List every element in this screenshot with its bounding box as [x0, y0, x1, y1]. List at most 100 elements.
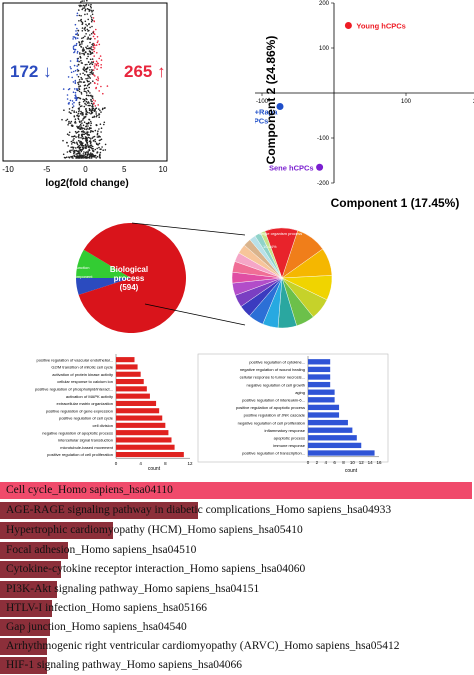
- volcano-point: [74, 120, 77, 123]
- volcano-point: [95, 63, 98, 66]
- volcano-point: [68, 108, 71, 110]
- volcano-point: [92, 80, 94, 82]
- volcano-point: [73, 135, 76, 137]
- volcano-point: [84, 35, 86, 38]
- volcano-point: [75, 153, 77, 155]
- volcano-point: [83, 5, 86, 7]
- volcano-point: [77, 70, 79, 72]
- volcano-point: [80, 126, 82, 129]
- volcano-point: [82, 147, 85, 149]
- volcano-point: [87, 101, 90, 103]
- volcano-point: [91, 73, 94, 75]
- bar: [116, 357, 135, 363]
- volcano-point: [90, 127, 92, 129]
- kegg-pathway-bar: [0, 581, 57, 598]
- volcano-point: [83, 90, 86, 92]
- bar: [308, 366, 331, 373]
- pca-x-tick: -100: [256, 99, 269, 105]
- volcano-point: [99, 139, 102, 141]
- volcano-point: [79, 128, 82, 130]
- volcano-point: [79, 1, 82, 4]
- volcano-point: [92, 109, 94, 112]
- bar-category-label: negative regulation of wound healing: [240, 367, 305, 372]
- volcano-point: [74, 37, 77, 39]
- volcano-point: [78, 133, 80, 136]
- volcano-point: [85, 77, 87, 80]
- kegg-pathway-bar: [0, 600, 52, 617]
- volcano-point: [80, 15, 82, 17]
- bar: [116, 386, 147, 392]
- pca-point: [276, 103, 284, 110]
- volcano-point: [97, 65, 100, 67]
- volcano-point: [98, 128, 100, 130]
- kegg-pathway-label: Arrhythmogenic right ventricular cardiom…: [6, 640, 400, 652]
- volcano-point: [100, 148, 102, 150]
- volcano-point: [91, 105, 93, 108]
- volcano-x-label: log2(fold change): [45, 178, 128, 189]
- volcano-point: [71, 100, 74, 102]
- volcano-point: [89, 155, 91, 158]
- volcano-point: [82, 36, 85, 39]
- volcano-point: [97, 40, 99, 42]
- volcano-point: [87, 75, 90, 77]
- volcano-point: [95, 111, 97, 113]
- volcano-point: [78, 41, 80, 43]
- volcano-point: [66, 94, 69, 96]
- volcano-point: [86, 102, 89, 104]
- volcano-point: [92, 136, 95, 138]
- volcano-point: [92, 31, 94, 34]
- volcano-point: [85, 100, 88, 103]
- volcano-point: [90, 109, 92, 112]
- volcano-point: [76, 12, 79, 15]
- volcano-point: [78, 4, 80, 7]
- volcano-point: [78, 109, 81, 111]
- volcano-point: [73, 88, 76, 90]
- volcano-point: [74, 23, 77, 26]
- volcano-point: [78, 125, 81, 127]
- volcano-point: [90, 72, 93, 74]
- volcano-point: [92, 74, 95, 76]
- bar: [308, 381, 331, 388]
- volcano-point: [85, 94, 88, 97]
- bar: [308, 412, 340, 418]
- volcano-point: [91, 63, 94, 66]
- volcano-point: [88, 86, 90, 89]
- volcano-point: [96, 68, 98, 70]
- kegg-pathway-label: HTLV-I infection_Homo sapiens_hsa05166: [6, 602, 208, 614]
- volcano-point: [79, 141, 82, 143]
- bar-x-tick: 14: [368, 460, 374, 465]
- volcano-point: [76, 146, 79, 149]
- volcano-point: [92, 149, 94, 152]
- bar-category-label: extracellular matrix organization: [57, 401, 113, 406]
- volcano-point: [69, 60, 72, 62]
- pie-cell-label: Cellular component: [58, 274, 93, 279]
- volcano-point: [81, 37, 83, 40]
- volcano-point: [85, 147, 87, 150]
- volcano-point: [93, 135, 96, 138]
- volcano-point: [89, 69, 91, 71]
- volcano-point: [77, 96, 79, 99]
- volcano-point: [82, 98, 84, 101]
- volcano-point: [82, 117, 85, 120]
- volcano-point: [93, 65, 96, 67]
- volcano-x-tick: 10: [159, 165, 168, 174]
- volcano-point: [76, 68, 79, 71]
- volcano-point: [69, 99, 72, 102]
- detail-pie-slice: [260, 230, 283, 279]
- volcano-point: [63, 156, 66, 159]
- volcano-point: [91, 100, 93, 103]
- volcano-point: [83, 66, 85, 68]
- volcano-point: [98, 156, 101, 158]
- volcano-point: [65, 119, 67, 122]
- volcano-point: [73, 111, 75, 113]
- kegg-pathway-list: Cell cycle_Homo sapiens_hsa04110 AGE-RAGE…: [0, 482, 474, 675]
- pie-slice-biological-process: [78, 222, 186, 333]
- volcano-point: [72, 141, 74, 144]
- volcano-point: [88, 80, 90, 83]
- volcano-point: [86, 8, 89, 10]
- volcano-point: [92, 46, 95, 48]
- volcano-point: [82, 145, 84, 147]
- volcano-point: [75, 99, 77, 101]
- volcano-point: [78, 148, 81, 150]
- volcano-point: [98, 142, 100, 145]
